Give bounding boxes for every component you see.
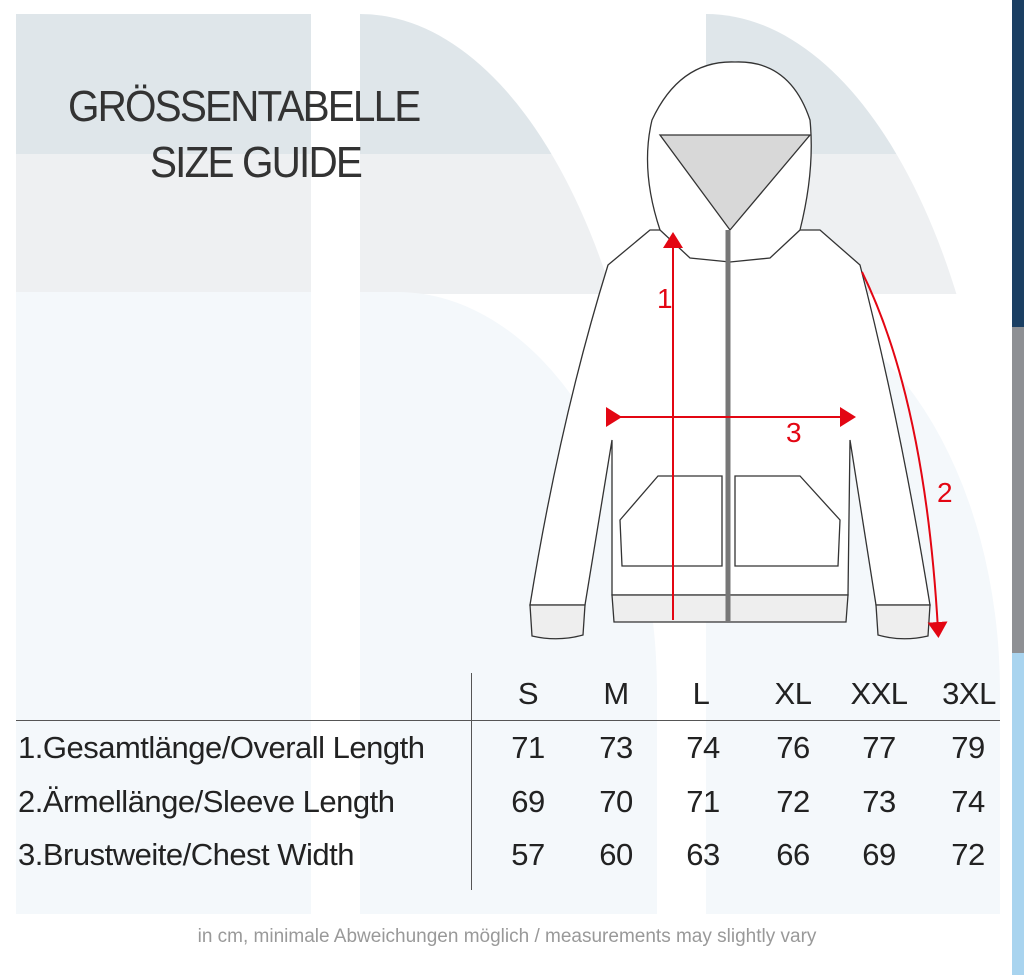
table-cell: 73 [862, 784, 896, 819]
size-header: M [603, 676, 629, 711]
table-cell: 60 [599, 837, 633, 872]
size-header: L [692, 676, 710, 711]
table-cell: 69 [862, 837, 896, 872]
background-panel [16, 14, 311, 914]
size-header: 3XL [942, 676, 996, 711]
table-cell: 74 [951, 784, 985, 819]
table-cell: 79 [951, 730, 985, 765]
table-cell: 66 [776, 837, 810, 872]
title-german: GRÖSSENTABELLE [68, 82, 421, 131]
table-cell: 73 [599, 730, 633, 765]
size-header: S [517, 676, 539, 711]
row-label: 3.Brustweite/Chest Width [18, 837, 355, 872]
row-label: 2.Ärmellänge/Sleeve Length [18, 784, 395, 819]
table-divider-horizontal [16, 720, 1000, 721]
table-cell: 69 [511, 784, 545, 819]
table-cell: 74 [686, 730, 720, 765]
table-cell: 72 [951, 837, 985, 872]
table-divider-vertical [471, 673, 472, 890]
accent-bar-blue [1012, 653, 1024, 975]
table-cell: 77 [862, 730, 896, 765]
size-header: XXL [850, 676, 908, 711]
measure-label-3: 3 [786, 417, 802, 448]
row-label: 1.Gesamtlänge/Overall Length [18, 730, 425, 765]
table-cell: 71 [686, 784, 720, 819]
jacket-illustration: 1 2 3 [529, 61, 953, 640]
table-cell: 72 [776, 784, 810, 819]
table-cell: 76 [776, 730, 810, 765]
title-english: SIZE GUIDE [150, 138, 363, 187]
table-cell: 57 [511, 837, 545, 872]
accent-bar-navy [1012, 0, 1024, 327]
table-cell: 70 [599, 784, 633, 819]
measure-label-2: 2 [937, 477, 953, 508]
table-cell: 63 [686, 837, 720, 872]
measure-label-1: 1 [657, 283, 673, 314]
accent-bar-gray [1012, 327, 1024, 653]
table-cell: 71 [511, 730, 545, 765]
size-header: XL [774, 676, 812, 711]
background-panel [360, 14, 657, 914]
footnote: in cm, minimale Abweichungen möglich / m… [197, 926, 817, 947]
